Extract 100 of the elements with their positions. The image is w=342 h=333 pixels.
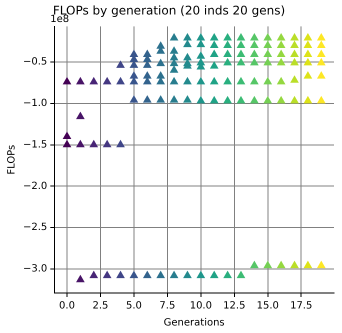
point [89,140,98,148]
point [130,71,138,79]
point [183,270,192,278]
point [183,95,192,103]
x-tick-label: 5.0 [126,300,142,312]
point [142,95,152,103]
x-axis-title: Generations [164,318,225,329]
point [316,32,326,40]
point [316,50,326,58]
point [263,58,272,66]
point [304,260,312,268]
point [183,76,192,84]
point [210,270,219,278]
point [102,76,112,84]
point [89,76,98,84]
y-tick-label: −2.0 [22,180,48,192]
point [196,270,206,278]
point [76,76,85,84]
point [316,71,326,79]
point [223,40,232,48]
point [276,76,286,84]
point [263,96,272,104]
point [304,96,312,104]
point [170,95,178,103]
point [183,32,192,40]
point [170,65,178,73]
point [250,96,259,104]
point [196,51,206,59]
point [210,32,219,40]
point [116,60,125,68]
point [223,58,232,66]
point [183,52,192,60]
point [263,50,272,58]
point [263,32,272,40]
point [170,32,178,40]
point [316,40,326,48]
point [223,76,232,84]
y-tick-label: −1.5 [22,139,48,150]
point [236,50,246,58]
point [290,75,299,83]
y-tick-label: −2.5 [22,222,48,234]
x-tick-label: 7.5 [159,300,176,312]
y-tick-label: −1.0 [22,98,48,109]
point [210,61,219,69]
point [210,96,219,104]
point [236,76,246,84]
point [316,96,326,104]
point [276,32,286,40]
point [62,132,72,140]
x-tick-label: 2.5 [92,300,108,312]
point [276,40,286,48]
point [304,50,312,58]
point [62,140,72,148]
point [170,270,178,278]
point [196,40,206,48]
point [304,71,312,79]
point [250,32,259,40]
point [290,32,299,40]
point [89,270,98,278]
point [236,270,246,278]
point [116,270,125,278]
point [236,58,246,66]
point [304,32,312,40]
point [236,32,246,40]
point [290,58,299,66]
point [276,50,286,58]
y-tick-label: −3.0 [22,264,48,275]
point [102,140,112,148]
point [156,58,166,66]
point [62,76,72,84]
x-tick-label: 10.0 [190,300,212,312]
point [263,260,272,268]
point [102,270,112,278]
point [116,76,125,84]
point [142,270,152,278]
point [76,112,85,120]
point [196,96,206,104]
point [304,40,312,48]
point [223,96,232,104]
point [290,96,299,104]
point [223,50,232,58]
point [183,40,192,48]
point [276,96,286,104]
point [304,58,312,66]
point [263,76,272,84]
point [223,32,232,40]
point [316,58,326,66]
point [210,50,219,58]
x-tick-label: 15.0 [256,300,279,312]
point [276,260,286,268]
point [250,40,259,48]
point [210,40,219,48]
point [76,274,85,282]
point [250,50,259,58]
y-tick-label: −0.5 [22,56,48,68]
point [116,140,125,148]
point [196,32,206,40]
point [130,95,138,103]
point [316,260,326,268]
x-tick-label: 12.5 [223,300,246,312]
